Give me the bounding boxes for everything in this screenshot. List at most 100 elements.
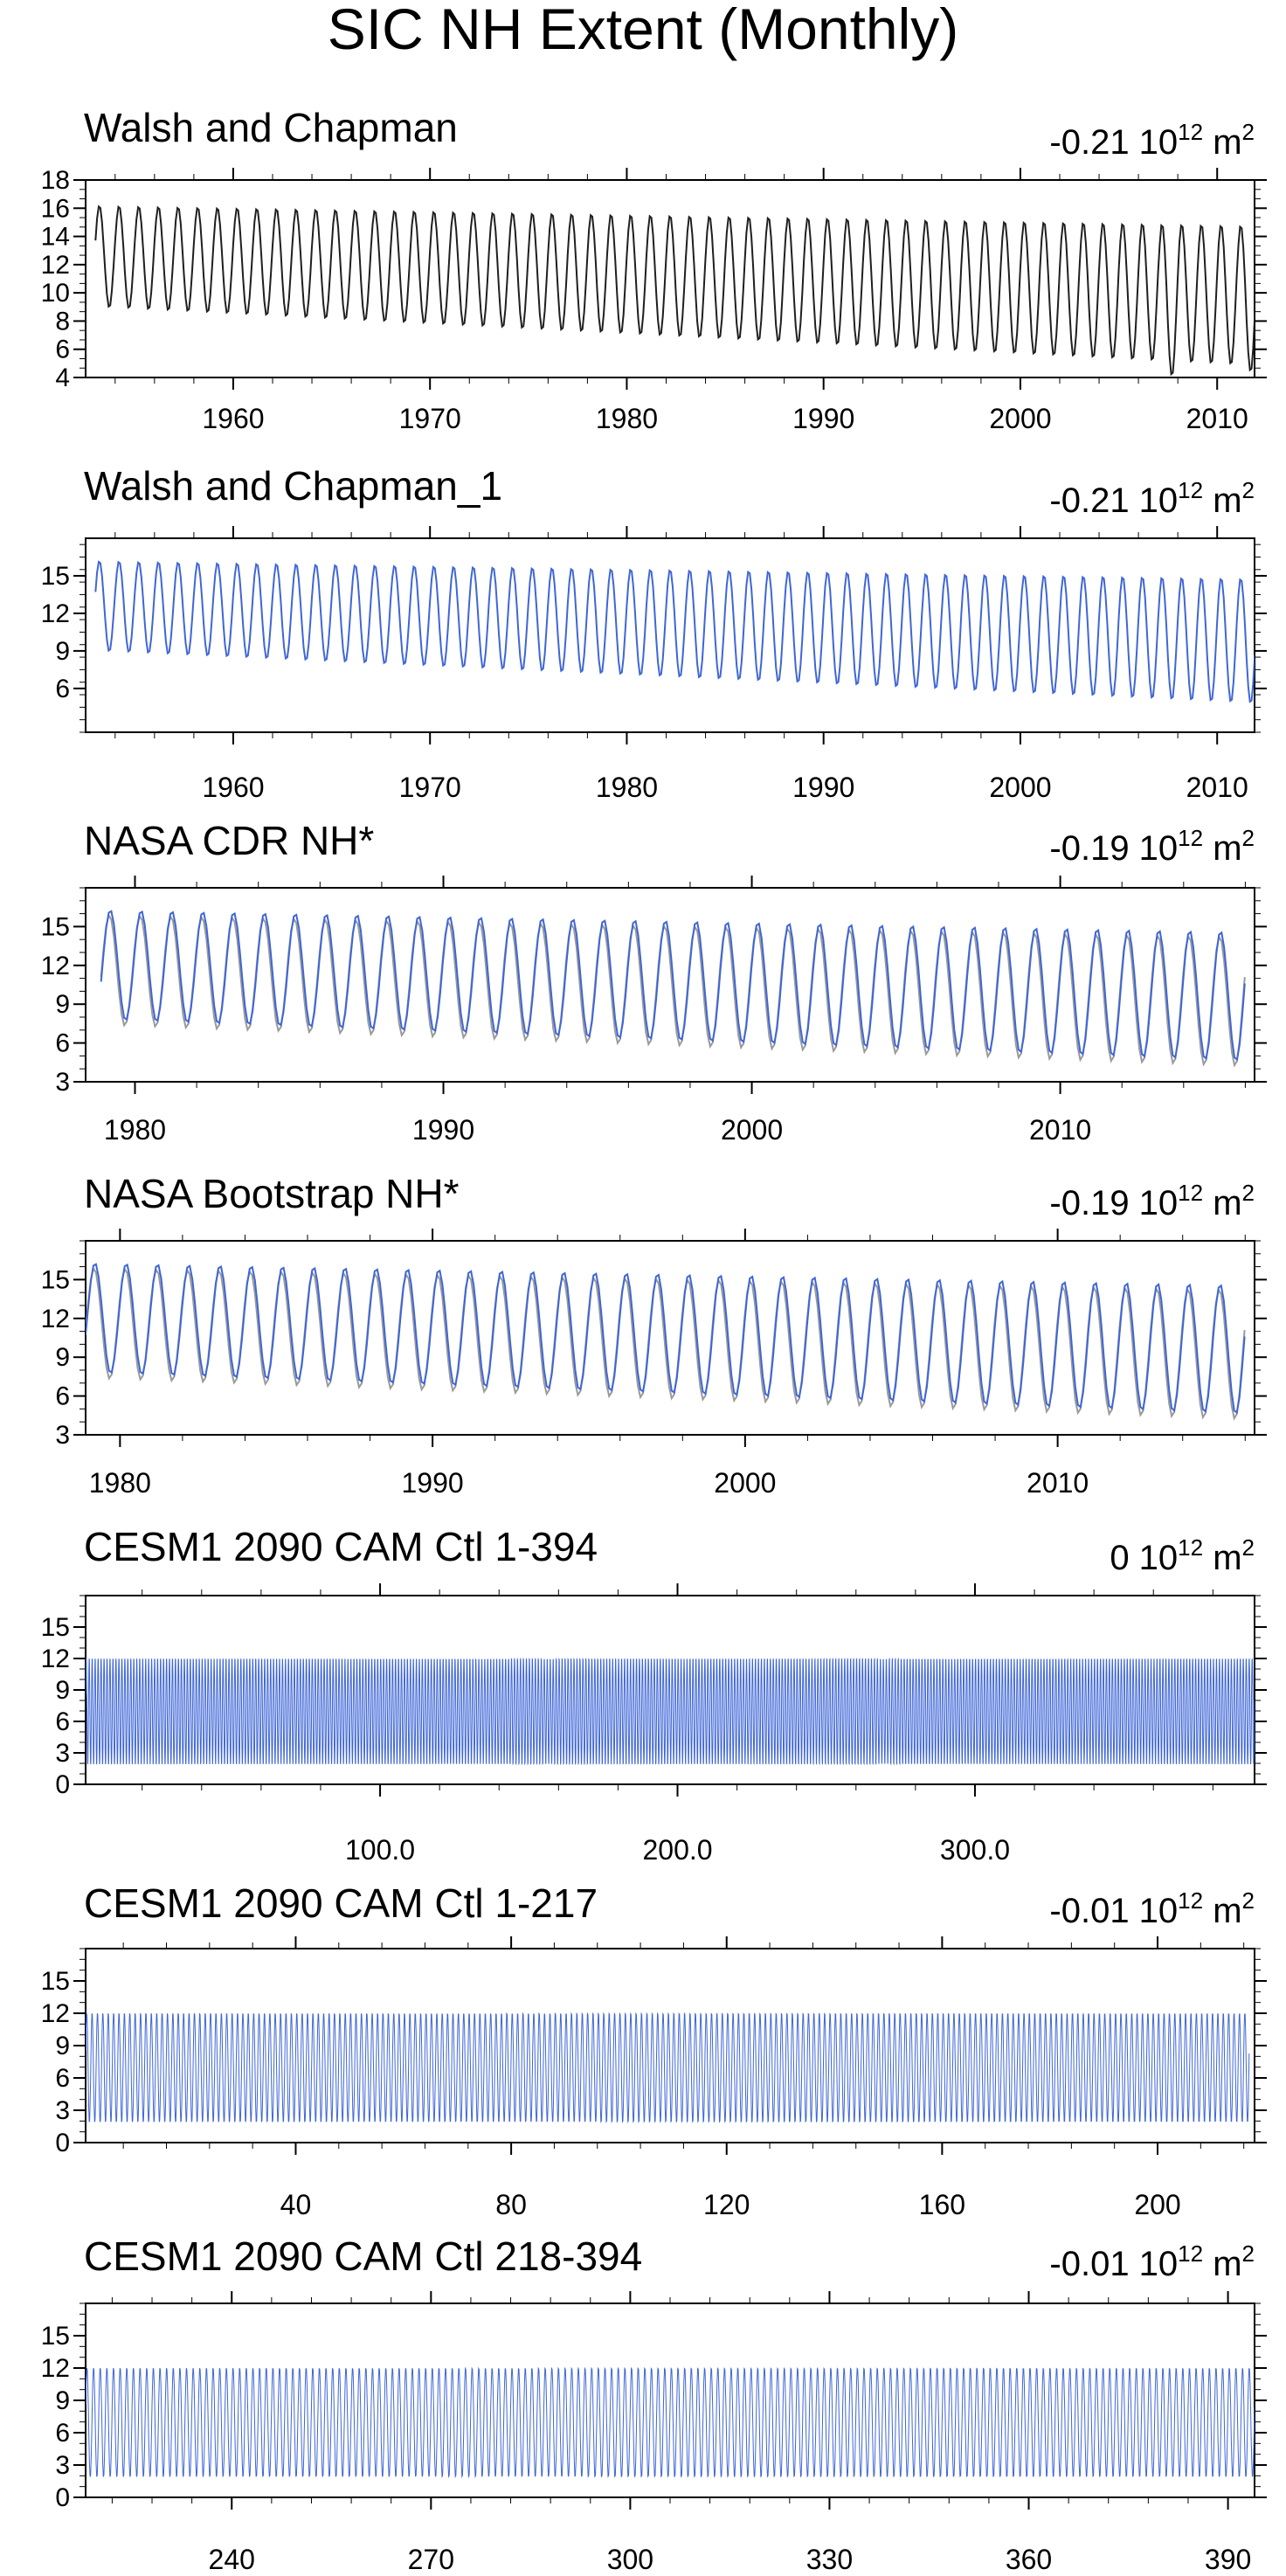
y-tick-label: 12	[41, 599, 70, 628]
panel-title: CESM1 2090 CAM Ctl 1-394	[84, 1524, 598, 1569]
y-tick-label: 15	[41, 1613, 70, 1642]
x-tick-label: 1970	[399, 403, 461, 434]
y-tick-label: 9	[55, 1343, 70, 1372]
panels: Walsh and Chapman -0.21 1012 m24681012141…	[41, 105, 1267, 2575]
x-tick-label: 300.0	[940, 1834, 1010, 1866]
x-tick-label: 1990	[792, 772, 854, 803]
panel-4: NASA Bootstrap NH* -0.19 1012 m2 3 6 9 12 15 19…	[41, 1171, 1267, 1499]
x-tick-label: 2000	[721, 1114, 783, 1146]
x-tick-label: 160	[919, 2189, 965, 2220]
y-tick-label: 6	[55, 2419, 70, 2448]
trend-label: -0.19 1012 m2	[1049, 825, 1255, 868]
y-tick-label: 0	[55, 2483, 70, 2512]
x-tick-label: 270	[408, 2544, 454, 2575]
x-tick-label: 1980	[89, 1467, 151, 1499]
x-tick-label: 100.0	[345, 1834, 415, 1866]
x-tick-label: 1970	[399, 772, 461, 803]
y-tick-label: 6	[55, 2064, 70, 2093]
y-tick-label: 6	[55, 336, 70, 364]
y-tick-label: 0	[55, 1770, 70, 1799]
y-tick-label: 12	[41, 1305, 70, 1333]
plot-frame	[85, 537, 1255, 733]
y-tick-label: 12	[41, 1999, 70, 2028]
x-tick-label: 390	[1205, 2544, 1251, 2575]
y-tick-label: 12	[41, 251, 70, 280]
x-tick-label: 2000	[989, 772, 1051, 803]
x-tick-label: 1960	[202, 403, 264, 434]
series-line	[86, 1263, 1246, 1415]
panel-2: Walsh and Chapman_1 -0.21 1012 m2 6 9 12 15 19…	[41, 463, 1267, 803]
series-line	[94, 560, 1255, 703]
y-tick-label: 15	[41, 562, 70, 591]
figure-title: SIC NH Extent (Monthly)	[328, 0, 959, 61]
panel-3: NASA CDR NH* -0.19 1012 m2 3 6 9 12 15 1980 1990…	[41, 818, 1267, 1146]
trend-label: -0.21 1012 m2	[1049, 119, 1255, 162]
y-tick-label: 3	[55, 2096, 70, 2125]
x-tick-label: 1990	[792, 403, 854, 434]
y-tick-label: 15	[41, 1967, 70, 1996]
panel-title: Walsh and Chapman_1	[84, 463, 502, 509]
y-tick-label: 3	[55, 2451, 70, 2480]
plot-frame	[85, 887, 1255, 1083]
y-tick-label: 10	[41, 279, 70, 308]
reference-series-line	[86, 1266, 1246, 1421]
y-tick-label: 6	[55, 1707, 70, 1736]
y-tick-label: 12	[41, 952, 70, 980]
trend-label: 0 1012 m2	[1110, 1534, 1255, 1577]
y-tick-label: 15	[41, 2322, 70, 2351]
x-tick-label: 2000	[714, 1467, 776, 1499]
x-tick-label: 2000	[989, 403, 1051, 434]
x-tick-label: 360	[1006, 2544, 1052, 2575]
y-tick-label: 9	[55, 1676, 70, 1705]
y-tick-label: 9	[55, 637, 70, 666]
panel-title: CESM1 2090 CAM Ctl 218-394	[84, 2233, 642, 2279]
y-tick-label: 6	[55, 675, 70, 703]
series-line	[100, 910, 1246, 1062]
y-tick-label: 15	[41, 912, 70, 941]
panel-title: CESM1 2090 CAM Ctl 1-217	[84, 1880, 598, 1926]
y-tick-label: 6	[55, 1029, 70, 1058]
panel-6: CESM1 2090 CAM Ctl 1-217 -0.01 1012 m2 0 3 6…	[41, 1880, 1267, 2220]
y-tick-label: 16	[41, 194, 70, 223]
plot-frame	[85, 1240, 1255, 1436]
series-line	[86, 2012, 1250, 2123]
y-tick-label: 9	[55, 990, 70, 1019]
x-tick-label: 2010	[1186, 403, 1248, 434]
y-tick-label: 12	[41, 1645, 70, 1673]
series-line	[94, 204, 1255, 377]
plot-frame	[85, 179, 1255, 378]
x-tick-label: 2010	[1027, 1467, 1089, 1499]
y-tick-label: 6	[55, 1382, 70, 1411]
x-tick-label: 1980	[596, 772, 658, 803]
x-tick-label: 1980	[104, 1114, 166, 1146]
y-tick-label: 18	[41, 166, 70, 195]
panel-title: NASA CDR NH*	[84, 818, 374, 863]
y-tick-label: 0	[55, 2129, 70, 2157]
x-tick-label: 1960	[202, 772, 264, 803]
y-tick-label: 3	[55, 1421, 70, 1450]
x-tick-label: 120	[703, 2189, 750, 2220]
trend-label: -0.21 1012 m2	[1049, 477, 1255, 520]
panel-7: CESM1 2090 CAM Ctl 218-394 -0.01 1012 m2 0…	[41, 2233, 1267, 2575]
y-tick-label: 3	[55, 1739, 70, 1768]
x-tick-label: 40	[280, 2189, 312, 2220]
y-tick-label: 8	[55, 307, 70, 336]
trend-label: -0.19 1012 m2	[1049, 1180, 1255, 1222]
y-tick-label: 4	[55, 364, 70, 392]
x-tick-label: 300	[607, 2544, 653, 2575]
x-tick-label: 200.0	[642, 1834, 712, 1866]
panel-1: Walsh and Chapman -0.21 1012 m24681012141…	[41, 105, 1267, 434]
x-tick-label: 1980	[596, 403, 658, 434]
series-line	[86, 1657, 1255, 1766]
x-tick-label: 1990	[402, 1467, 464, 1499]
panel-title: NASA Bootstrap NH*	[84, 1171, 460, 1216]
x-tick-label: 330	[806, 2544, 853, 2575]
trend-label: -0.01 1012 m2	[1049, 2240, 1255, 2283]
y-tick-label: 15	[41, 1265, 70, 1294]
y-tick-label: 14	[41, 223, 70, 252]
x-tick-label: 200	[1134, 2189, 1180, 2220]
x-tick-label: 80	[495, 2189, 527, 2220]
y-tick-label: 12	[41, 2354, 70, 2383]
y-tick-label: 9	[55, 2032, 70, 2060]
